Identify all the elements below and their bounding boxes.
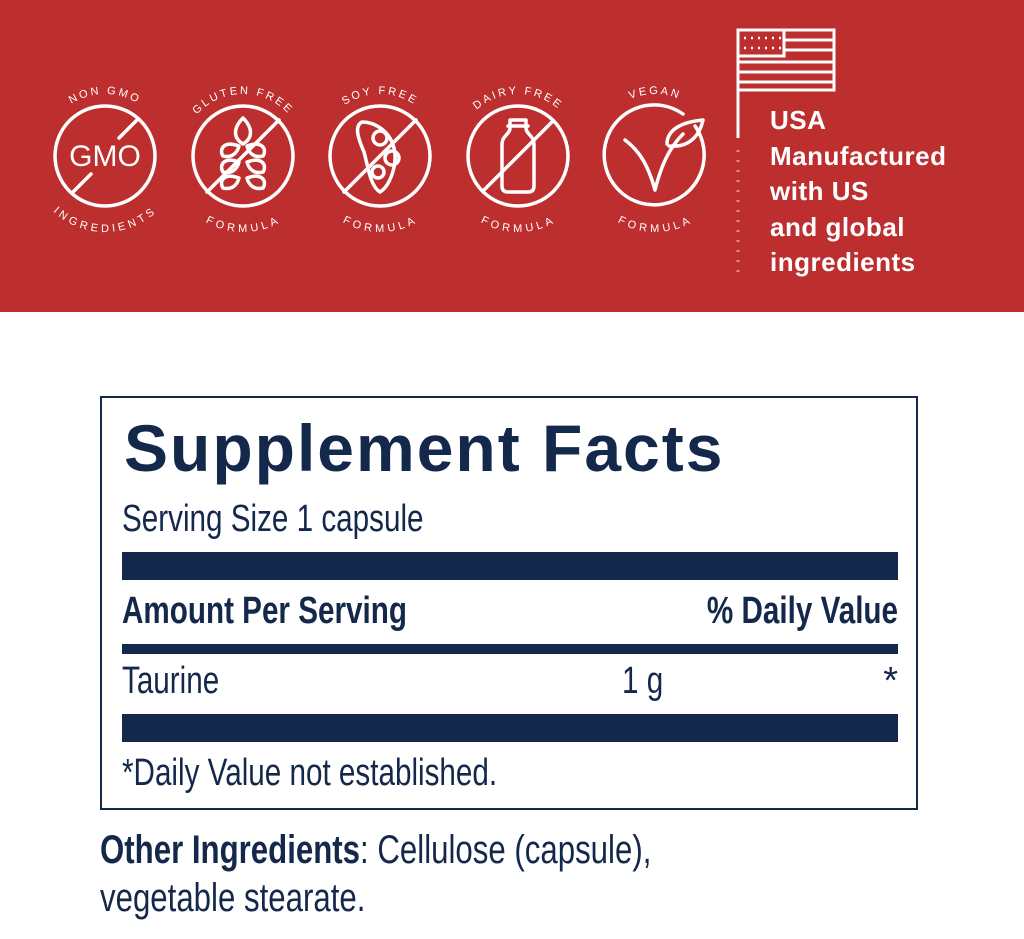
usa-line: USA [770, 105, 827, 135]
vegan-leaf-icon [602, 103, 706, 207]
badge-top-label: SOY FREE [340, 85, 418, 108]
badge-bottom-label: FORMULA [341, 214, 416, 235]
divider-thick [122, 552, 898, 580]
serving-size: Serving Size 1 capsule [122, 498, 424, 540]
other-ingredients-label: Other Ingredients [100, 828, 361, 872]
supplement-facts-panel: Supplement Facts Serving Size 1 capsule … [100, 396, 918, 810]
daily-value-header: % Daily Value [706, 590, 898, 632]
svg-text:SOY FREE: SOY FREE [340, 85, 420, 108]
amount-per-serving-header: Amount Per Serving [122, 590, 407, 632]
usa-flag-icon [736, 28, 836, 275]
table-row: Taurine 1 g * [122, 660, 898, 706]
usa-line: ingredients [770, 247, 916, 277]
badge-top-label: GLUTEN FREE [190, 85, 293, 117]
svg-text:VEGAN: VEGAN [627, 85, 683, 102]
facts-title: Supplement Facts [124, 411, 725, 485]
svg-text:FORMULA: FORMULA [204, 214, 282, 235]
badge-top-label: VEGAN [627, 85, 680, 102]
usa-line: and global [770, 211, 905, 242]
usa-manufactured-text: USA Manufactured with US and global ingr… [770, 103, 946, 281]
svg-text:FORMULA: FORMULA [341, 214, 419, 235]
badges: GMO NON GMO INGREDIENTS GLUTEN FREE FORMUL… [51, 28, 836, 275]
wheat-crossed-icon [191, 104, 295, 208]
other-ingredients-text: : Cellulose (capsule), vegetable stearat… [100, 828, 652, 920]
badge-bottom-label: FORMULA [616, 214, 691, 235]
badge-bottom-label: INGREDIENTS [51, 205, 156, 235]
badge-top-label: NON GMO [67, 85, 143, 107]
divider-medium [122, 644, 898, 654]
soybean-crossed-icon [328, 104, 432, 208]
svg-text:FORMULA: FORMULA [479, 214, 557, 235]
svg-text:GLUTEN FREE: GLUTEN FREE [190, 85, 295, 117]
non-gmo-icon [53, 104, 157, 208]
milk-bottle-crossed-icon [466, 104, 570, 208]
badge-bottom-label: FORMULA [479, 214, 554, 235]
other-ingredients: Other Ingredients: Cellulose (capsule), … [100, 826, 1000, 922]
nutrient-name: Taurine [122, 660, 220, 702]
badge-bottom-label: FORMULA [204, 214, 279, 235]
nutrient-dv: * [883, 660, 898, 702]
svg-text:FORMULA: FORMULA [616, 214, 694, 235]
svg-text:DAIRY FREE: DAIRY FREE [471, 85, 565, 112]
svg-text:INGREDIENTS: INGREDIENTS [51, 205, 159, 235]
certification-banner [0, 0, 1024, 312]
divider-thick [122, 714, 898, 742]
usa-line: Manufactured [770, 140, 947, 171]
footnote: *Daily Value not established. [122, 752, 498, 794]
badge-top-label: DAIRY FREE [471, 85, 563, 112]
badge-gmo-center: GMO [69, 140, 141, 173]
nutrient-amount: 1 g [622, 660, 664, 702]
usa-line: with US [770, 176, 869, 206]
